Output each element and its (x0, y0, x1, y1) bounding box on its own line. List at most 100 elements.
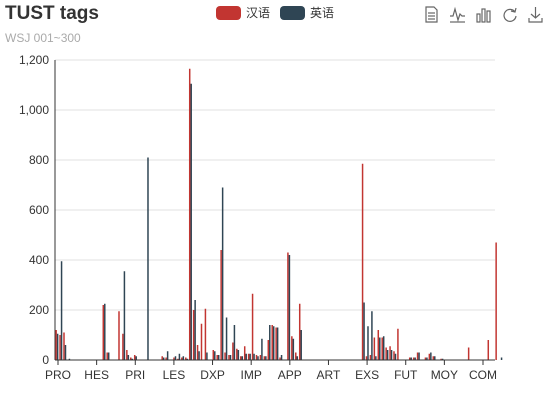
bar-english (257, 356, 259, 360)
bar-chinese (361, 163, 364, 360)
bar-english (276, 327, 279, 360)
x-tick-label: PRO (45, 368, 71, 382)
chart-title: TUST tags (5, 3, 99, 24)
bar-chinese (259, 355, 262, 360)
bar-english (386, 350, 389, 360)
bar-chinese (255, 355, 258, 360)
bar-english (56, 333, 59, 360)
bar-english (245, 353, 247, 360)
bar-chinese (165, 357, 167, 360)
x-tick-label: COM (469, 368, 497, 382)
bar-chinese (385, 347, 387, 360)
bar-chinese (247, 353, 250, 360)
bar-english (300, 330, 302, 360)
bar-chinese (232, 342, 234, 360)
bar-chinese (126, 350, 128, 360)
bar-english (265, 356, 267, 360)
bar-chinese (291, 336, 293, 360)
bar-chinese (279, 357, 281, 360)
bar-chinese (397, 328, 399, 360)
bar-english (379, 337, 381, 360)
bar-english (123, 271, 126, 360)
bar-chinese (416, 352, 419, 360)
bar-english (288, 255, 291, 360)
bar-english (198, 351, 200, 360)
bar-chinese (220, 250, 222, 360)
bar-chinese (224, 352, 226, 360)
bar-english (434, 356, 436, 360)
bar-chinese (369, 355, 372, 360)
y-tick-label: 1,000 (19, 103, 49, 117)
bar-english (296, 356, 299, 360)
bar-chinese (59, 335, 61, 360)
save-image-icon[interactable] (527, 6, 544, 23)
bar-chinese (432, 356, 435, 360)
bar-english (162, 357, 165, 360)
legend-item-chinese[interactable]: 汉语 (216, 4, 270, 21)
y-tick-label: 400 (29, 253, 49, 267)
bar-english (225, 317, 228, 360)
y-tick-label: 200 (29, 303, 49, 317)
bar-chinese (440, 358, 442, 360)
bar-english (394, 353, 397, 360)
bar-chinese (55, 330, 57, 360)
x-tick-label: ART (317, 368, 341, 382)
legend-item-english[interactable]: 英语 (280, 4, 334, 21)
bar-chinese (271, 325, 273, 360)
bar-chinese (298, 303, 301, 360)
bar-chinese (216, 355, 218, 360)
bar-chinese (102, 305, 105, 360)
bar-chinese (185, 357, 187, 360)
bar-english (217, 355, 220, 360)
bar-chinese (243, 346, 246, 360)
bar-chinese (188, 68, 191, 360)
bar-chinese (467, 347, 470, 360)
legend-label-chinese: 汉语 (246, 6, 271, 20)
bar-chinese (130, 357, 132, 360)
bar-english (178, 353, 181, 360)
bar-english (68, 358, 71, 360)
bar-chinese (389, 346, 391, 360)
bar-chinese (487, 340, 490, 360)
bar-chinese (212, 350, 215, 360)
bar-chinese (133, 355, 136, 360)
bar-english (214, 351, 216, 360)
bar-english (190, 83, 192, 360)
bar-chinese (240, 356, 242, 360)
bar-english (500, 357, 503, 360)
bar-english (280, 355, 283, 360)
bar-chinese (408, 357, 411, 360)
bar-chinese (381, 337, 383, 360)
bar-chinese (177, 358, 179, 360)
bar-english (426, 357, 428, 360)
bar-english (363, 302, 365, 360)
x-tick-label: APP (278, 368, 302, 382)
bar-english (194, 300, 196, 360)
bar-english (430, 352, 432, 360)
line-chart-icon[interactable] (449, 6, 466, 23)
bar-english (206, 352, 208, 360)
bar-english (221, 187, 224, 360)
chart-subtitle: WSJ 001~300 (5, 31, 81, 45)
restore-icon[interactable] (501, 6, 518, 23)
bar-chinese (373, 337, 376, 360)
bar-chinese (63, 332, 65, 360)
bar-english (249, 353, 251, 360)
bar-chinese (118, 311, 120, 360)
bar-chinese (196, 345, 199, 360)
bar-chart-icon[interactable] (475, 6, 492, 23)
bar-english (60, 261, 63, 360)
bar-english (107, 352, 110, 360)
bar-chinese (287, 252, 289, 360)
bar-english (371, 311, 373, 360)
data-view-icon[interactable] (423, 6, 440, 23)
bar-english (186, 358, 189, 360)
x-tick-label: HES (84, 368, 109, 382)
bar-english (241, 356, 244, 360)
y-tick-label: 0 (42, 353, 49, 367)
bar-english (272, 326, 275, 360)
x-tick-label: EXS (355, 368, 379, 382)
bar-chinese (377, 330, 380, 360)
bar-english (131, 358, 134, 360)
